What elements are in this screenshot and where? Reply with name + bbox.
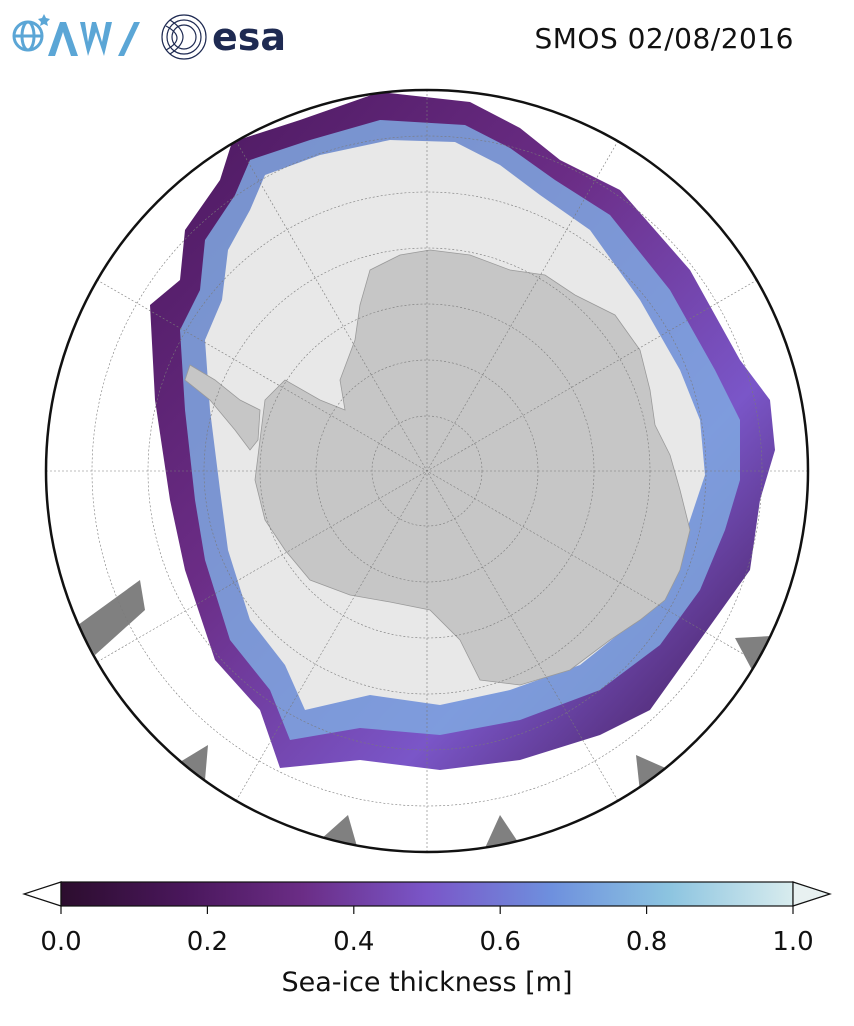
- header: esa SMOS 02/08/2016: [0, 0, 854, 80]
- colorbar-tick-label: 0.4: [333, 927, 374, 957]
- colorbar-extend-high: [792, 881, 832, 907]
- esa-logo: esa: [161, 14, 286, 60]
- colorbar-tick-label: 0.8: [626, 927, 667, 957]
- colorbar-ticks: 0.0 0.2 0.4 0.6 0.8 1.0: [40, 906, 814, 957]
- no-data-patch: [78, 580, 145, 655]
- colorbar-tick-label: 0.2: [187, 927, 228, 957]
- antarctica-landmass: [254, 249, 691, 686]
- no-data-patch: [485, 815, 522, 848]
- colorbar-tick-label: 1.0: [772, 927, 813, 957]
- no-data-patch: [175, 745, 208, 780]
- colorbar-extend-low: [22, 881, 62, 907]
- esa-logo-text: esa: [212, 15, 286, 59]
- graticule: [46, 90, 808, 852]
- map-boundary: [44, 88, 810, 854]
- product-title: SMOS 02/08/2016: [534, 22, 794, 55]
- colorbar: 0.0 0.2 0.4 0.6 0.8 1.0 Sea-ice thickness [m]: [22, 881, 832, 998]
- no-data-patch: [735, 636, 772, 670]
- antarctic-sea-ice-map: [44, 88, 810, 854]
- awi-logo: [12, 14, 140, 56]
- colorbar-gradient: [60, 881, 794, 907]
- colorbar-tick-label: 0.0: [40, 927, 81, 957]
- colorbar-tick-label: 0.6: [480, 927, 521, 957]
- antarctic-peninsula: [184, 364, 261, 451]
- colorbar-label: Sea-ice thickness [m]: [281, 967, 572, 998]
